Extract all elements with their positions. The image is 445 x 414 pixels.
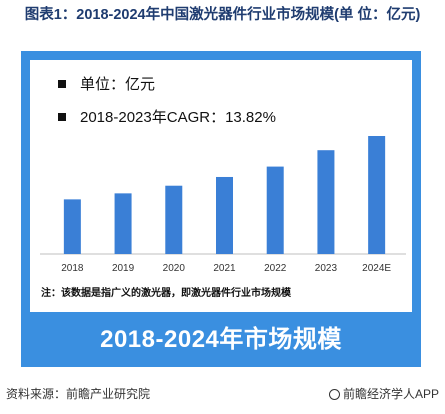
x-tick-label: 2024E: [362, 263, 391, 274]
legend-square-icon: [58, 80, 66, 89]
x-tick-label: 2022: [264, 263, 287, 274]
legend-unit-label: 单位：亿元: [80, 76, 156, 93]
source-text: 资料来源：前瞻产业研究院: [6, 387, 151, 401]
figure-title: 图表1：2018-2024年中国激光器件行业市场规模(单 位：亿元): [24, 7, 421, 23]
x-tick-label: 2021: [213, 263, 236, 274]
legend-cagr: 2018-2023年CAGR：13.82%: [58, 107, 276, 129]
x-tick-label: 2019: [112, 263, 135, 274]
bar-2020: [165, 185, 183, 254]
chart-panel: 单位：亿元 2018-2023年CAGR：13.82% 2018 2019 2020…: [30, 60, 412, 312]
bar-2024E: [368, 136, 386, 254]
legend-cagr-label: 2018-2023年CAGR：13.82%: [80, 109, 276, 126]
bar-2022: [266, 166, 284, 254]
bar-2021: [216, 176, 233, 254]
bar-chart: 2018 2019 2020 2021 2022 2023 2024E: [40, 136, 406, 274]
x-tick-label: 2023: [315, 263, 338, 274]
bar-2018: [63, 199, 81, 254]
chart-note: 注：该数据是指广义的激光器，即激光器件行业市场规模: [41, 288, 291, 299]
legend-unit: 单位：亿元: [58, 74, 155, 96]
brand-label: 前瞻经济学人APP: [342, 387, 439, 401]
chart-frame: 单位：亿元 2018-2023年CAGR：13.82% 2018 2019 2020…: [21, 51, 421, 367]
bar-2019: [114, 193, 132, 254]
legend-square-icon: [58, 113, 66, 122]
bar-2023: [317, 150, 335, 254]
copyright-icon: [328, 389, 340, 400]
x-tick-label: 2018: [61, 263, 84, 274]
banner-title: 2018-2024年市场规模: [100, 326, 342, 353]
x-tick-label: 2020: [163, 263, 186, 274]
brand-credit: 前瞻经济学人APP: [328, 385, 439, 402]
